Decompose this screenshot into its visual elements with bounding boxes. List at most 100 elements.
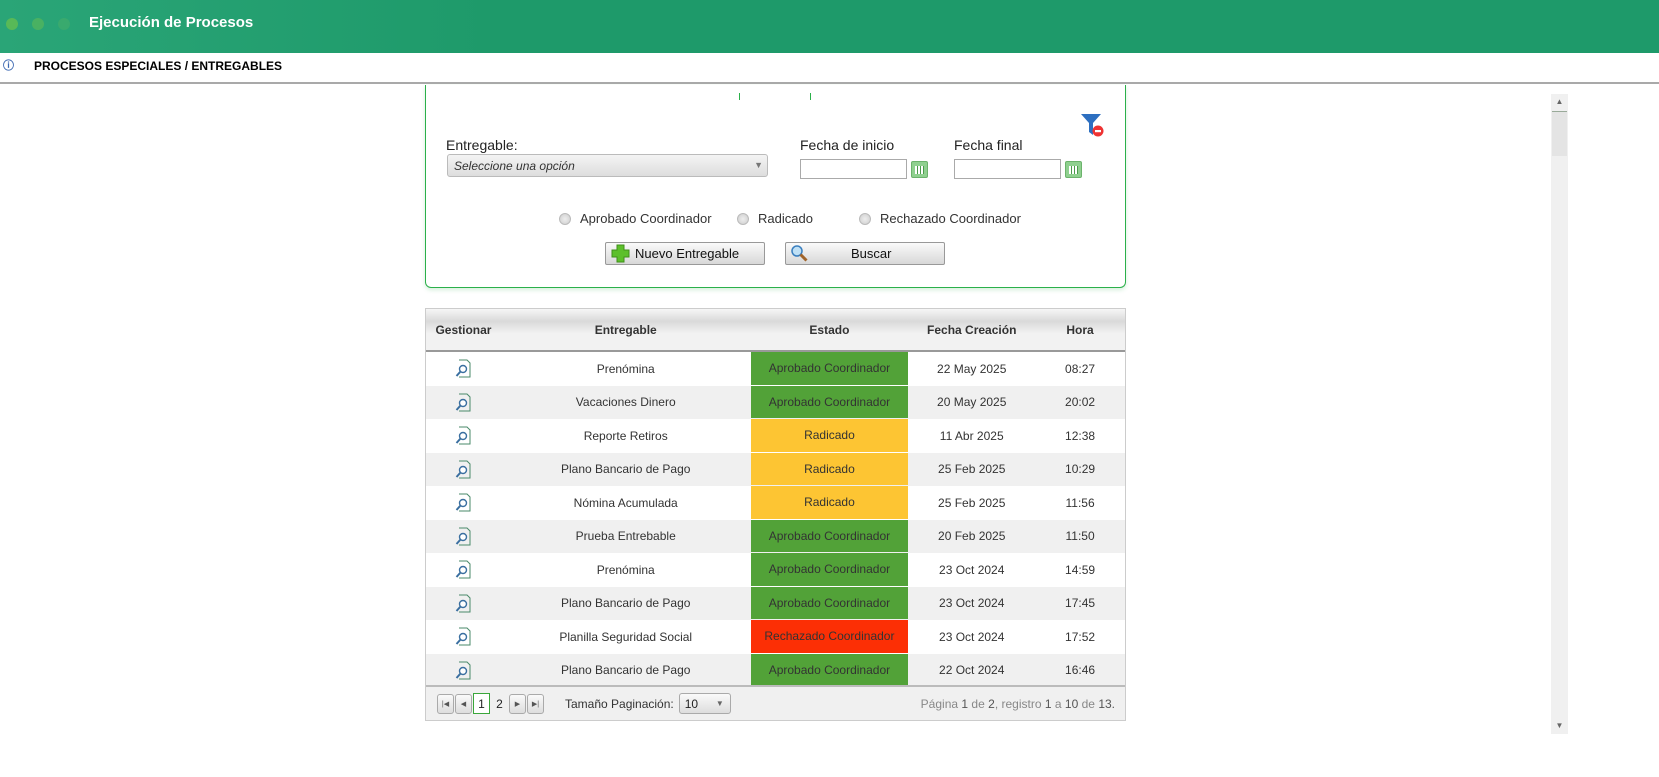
table-row: Planilla Seguridad Social Rechazado Coor…	[426, 620, 1125, 654]
gestionar-cell	[426, 453, 501, 487]
breadcrumb-bar: ⓘ PROCESOS ESPECIALES / ENTREGABLES	[0, 53, 1659, 84]
view-document-icon[interactable]	[455, 627, 471, 646]
estado-badge: Aprobado Coordinador	[750, 653, 909, 686]
fecha-cell: 22 Oct 2024	[939, 663, 1005, 678]
scroll-down-icon[interactable]: ▼	[1555, 721, 1564, 730]
radio-label: Aprobado Coordinador	[580, 211, 712, 226]
window-dot-icon	[6, 18, 18, 30]
fecha-inicio-label: Fecha de inicio	[800, 137, 895, 153]
column-header-gestionar[interactable]: Gestionar	[435, 322, 492, 337]
divider	[810, 93, 811, 100]
page-size-value: 10	[684, 697, 699, 711]
view-document-icon[interactable]	[455, 661, 471, 680]
gestionar-cell	[426, 654, 501, 688]
table-body: Prenómina Aprobado Coordinador 22 May 20…	[426, 352, 1125, 687]
column-header-entregable[interactable]: Entregable	[594, 322, 657, 337]
table-row: Nómina Acumulada Radicado 25 Feb 2025 11…	[426, 486, 1125, 520]
radio-label: Rechazado Coordinador	[880, 211, 1021, 226]
gestionar-cell	[426, 486, 501, 520]
radio-button[interactable]	[737, 212, 749, 225]
fecha-cell: 23 Oct 2024	[939, 596, 1005, 611]
table-row: Reporte Retiros Radicado 11 Abr 2025 12:…	[426, 419, 1125, 453]
radio-aprobado[interactable]: Aprobado Coordinador	[559, 211, 712, 226]
fecha-cell: 25 Feb 2025	[938, 495, 1006, 510]
hora-cell: 10:29	[1065, 462, 1096, 477]
nuevo-entregable-button[interactable]: Nuevo Entregable	[605, 242, 765, 265]
entregable-cell: Plano Bancario de Pago	[560, 663, 691, 678]
entregable-cell: Planilla Seguridad Social	[559, 629, 693, 644]
view-document-icon[interactable]	[455, 493, 471, 512]
table-row: Plano Bancario de Pago Aprobado Coordina…	[426, 586, 1125, 621]
fecha-final-label: Fecha final	[954, 137, 1023, 153]
app-header: Ejecución de Procesos	[0, 0, 1659, 53]
fecha-inicio-input[interactable]	[800, 159, 907, 179]
hora-cell: 16:46	[1065, 663, 1096, 678]
table-row: Prenómina Aprobado Coordinador 23 Oct 20…	[426, 553, 1125, 587]
next-page-button[interactable]: ▶	[509, 693, 526, 714]
page-size-select[interactable]: 10 ▼	[678, 693, 731, 714]
table-row: Plano Bancario de Pago Aprobado Coordina…	[426, 653, 1125, 688]
entregable-label: Entregable:	[446, 137, 518, 153]
view-document-icon[interactable]	[455, 426, 471, 445]
radio-button[interactable]	[859, 212, 871, 225]
hora-cell: 17:45	[1065, 596, 1096, 611]
last-page-button[interactable]: ▶|	[527, 693, 544, 714]
view-document-icon[interactable]	[455, 393, 471, 412]
nuevo-entregable-label: Nuevo Entregable	[635, 246, 740, 261]
radio-radicado[interactable]: Radicado	[737, 211, 813, 226]
clear-filter-icon[interactable]	[1080, 112, 1104, 138]
hora-cell: 20:02	[1065, 395, 1096, 410]
gestionar-cell	[426, 553, 501, 587]
radio-button[interactable]	[559, 212, 571, 225]
fecha-cell: 23 Oct 2024	[939, 629, 1005, 644]
chevron-down-icon: ▼	[754, 160, 763, 170]
entregable-select[interactable]: Seleccione una opción ▼	[447, 154, 768, 177]
fecha-cell: 23 Oct 2024	[939, 562, 1005, 577]
entregable-cell: Plano Bancario de Pago	[560, 462, 691, 477]
estado-badge: Aprobado Coordinador	[750, 553, 909, 586]
info-icon: ⓘ	[3, 60, 14, 72]
column-header-fecha[interactable]: Fecha Creación	[927, 322, 1017, 337]
estado-badge: Rechazado Coordinador	[750, 620, 909, 653]
calendar-icon[interactable]	[911, 161, 928, 178]
filter-panel: Entregable: Seleccione una opción ▼ Fecha…	[425, 85, 1126, 288]
first-page-button[interactable]: |◀	[437, 693, 454, 714]
scrollbar-thumb[interactable]	[1552, 111, 1567, 156]
fecha-final-input[interactable]	[954, 159, 1061, 179]
gestionar-cell	[426, 520, 501, 554]
table-header: Gestionar Entregable Estado Fecha Creaci…	[426, 309, 1125, 352]
page-1-button[interactable]: 1	[473, 693, 490, 714]
view-document-icon[interactable]	[455, 527, 471, 546]
vertical-scrollbar[interactable]: ▲ ▼	[1551, 94, 1568, 734]
gestionar-cell	[426, 419, 501, 453]
entregable-cell: Plano Bancario de Pago	[560, 596, 691, 611]
entregable-cell: Prueba Entrebable	[575, 529, 676, 544]
radio-label: Radicado	[758, 211, 813, 226]
view-document-icon[interactable]	[455, 359, 471, 378]
column-header-hora[interactable]: Hora	[1066, 322, 1094, 337]
entregable-cell: Prenómina	[596, 361, 655, 376]
divider	[739, 93, 740, 100]
buscar-label: Buscar	[851, 246, 892, 261]
search-icon	[791, 245, 808, 262]
estado-badge: Aprobado Coordinador	[750, 586, 909, 619]
plus-icon	[611, 244, 630, 263]
view-document-icon[interactable]	[455, 460, 471, 479]
estado-badge: Aprobado Coordinador	[750, 519, 909, 552]
pager-info: Página 1 de 2, registro 1 a 10 de 13.	[920, 696, 1115, 711]
gestionar-cell	[426, 587, 501, 621]
prev-page-button[interactable]: ◀	[455, 693, 472, 714]
entregable-cell: Vacaciones Dinero	[575, 395, 676, 410]
column-header-estado[interactable]: Estado	[809, 322, 850, 337]
entregable-cell: Nómina Acumulada	[573, 495, 678, 510]
scroll-up-icon[interactable]: ▲	[1555, 97, 1564, 106]
view-document-icon[interactable]	[455, 560, 471, 579]
entregables-table: Gestionar Entregable Estado Fecha Creaci…	[425, 308, 1126, 721]
entregable-select-value: Seleccione una opción	[454, 159, 575, 173]
page-2-button[interactable]: 2	[496, 696, 503, 711]
buscar-button[interactable]: Buscar	[785, 242, 945, 265]
radio-rechazado[interactable]: Rechazado Coordinador	[859, 211, 1021, 226]
calendar-icon[interactable]	[1065, 161, 1082, 178]
view-document-icon[interactable]	[455, 594, 471, 613]
app-title: Ejecución de Procesos	[89, 14, 254, 31]
